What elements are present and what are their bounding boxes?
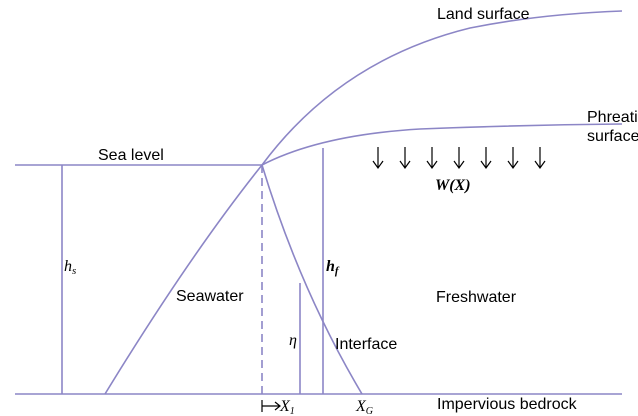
subscript: G <box>366 406 373 416</box>
diagram: Land surface Phreatic surface Sea level … <box>0 0 638 416</box>
sea-level-label: Sea level <box>98 147 164 164</box>
hf-label: hf <box>326 258 340 277</box>
phreatic-label: Phreatic <box>587 109 638 126</box>
seawater-label: Seawater <box>176 288 244 305</box>
freshwater-label: Freshwater <box>436 289 517 306</box>
xg-label: XG <box>355 398 373 416</box>
x1-arrow <box>262 400 280 412</box>
subscript: s <box>72 265 76 277</box>
bedrock-label: Impervious bedrock <box>437 396 578 413</box>
recharge-arrows <box>373 147 545 168</box>
phreatic-label: surface <box>587 128 638 145</box>
hs-label: hs <box>64 258 76 277</box>
phreatic-curve <box>262 124 622 165</box>
subscript: 1 <box>290 406 295 416</box>
x1-label: X1 <box>279 398 295 416</box>
land-surface-label: Land surface <box>437 6 530 23</box>
symbol: h <box>64 258 72 275</box>
eta-label: η <box>289 332 297 349</box>
interface-label: Interface <box>335 336 397 353</box>
subscript: f <box>335 265 340 277</box>
recharge-label: W(X) <box>435 177 471 194</box>
symbol: h <box>326 258 335 275</box>
interface-curve <box>262 165 362 394</box>
